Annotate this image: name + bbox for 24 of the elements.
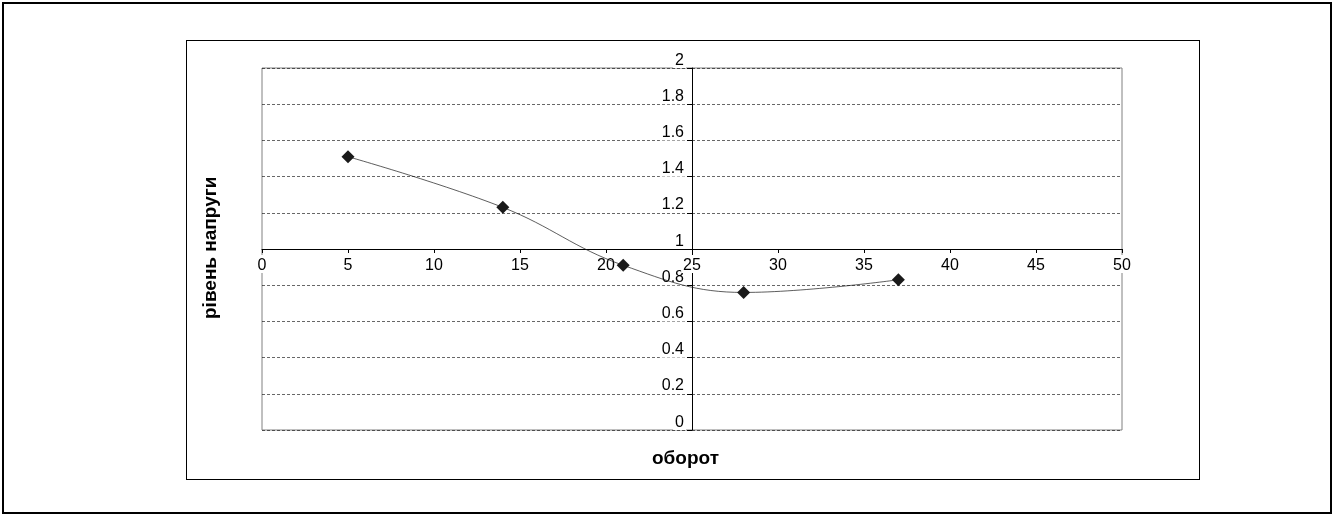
x-tick-label: 10 bbox=[425, 255, 443, 273]
y-tick-label: 1.6 bbox=[661, 122, 685, 140]
x-tick-label: 45 bbox=[1027, 255, 1045, 273]
x-tick-label: 35 bbox=[855, 255, 873, 273]
y-tick-label: 1.4 bbox=[661, 159, 685, 177]
y-tick-label: 0.2 bbox=[661, 376, 685, 394]
y-tick-label: 0 bbox=[675, 412, 685, 430]
x-tick-label: 50 bbox=[1113, 255, 1131, 273]
x-tick-label: 15 bbox=[511, 255, 529, 273]
y-tick-label: 1.8 bbox=[661, 86, 685, 104]
y-tick-label: 0.6 bbox=[661, 303, 685, 321]
y-tick-label: 1.2 bbox=[661, 195, 685, 213]
y-axis-title: рівень напруги bbox=[199, 176, 220, 319]
y-tick-label: 2 bbox=[675, 50, 685, 68]
x-tick-label: 30 bbox=[769, 255, 787, 273]
y-tick-label: 1 bbox=[675, 231, 685, 249]
x-tick-label: 0 bbox=[257, 255, 267, 273]
y-tick-label: 0.4 bbox=[661, 340, 685, 358]
x-tick-label: 20 bbox=[597, 255, 615, 273]
x-axis-title: оборот bbox=[652, 447, 719, 468]
y-tick-label: 0.8 bbox=[661, 267, 685, 285]
x-tick-label: 5 bbox=[343, 255, 353, 273]
x-tick-label: 40 bbox=[941, 255, 959, 273]
x-tick-label: 25 bbox=[683, 255, 701, 273]
